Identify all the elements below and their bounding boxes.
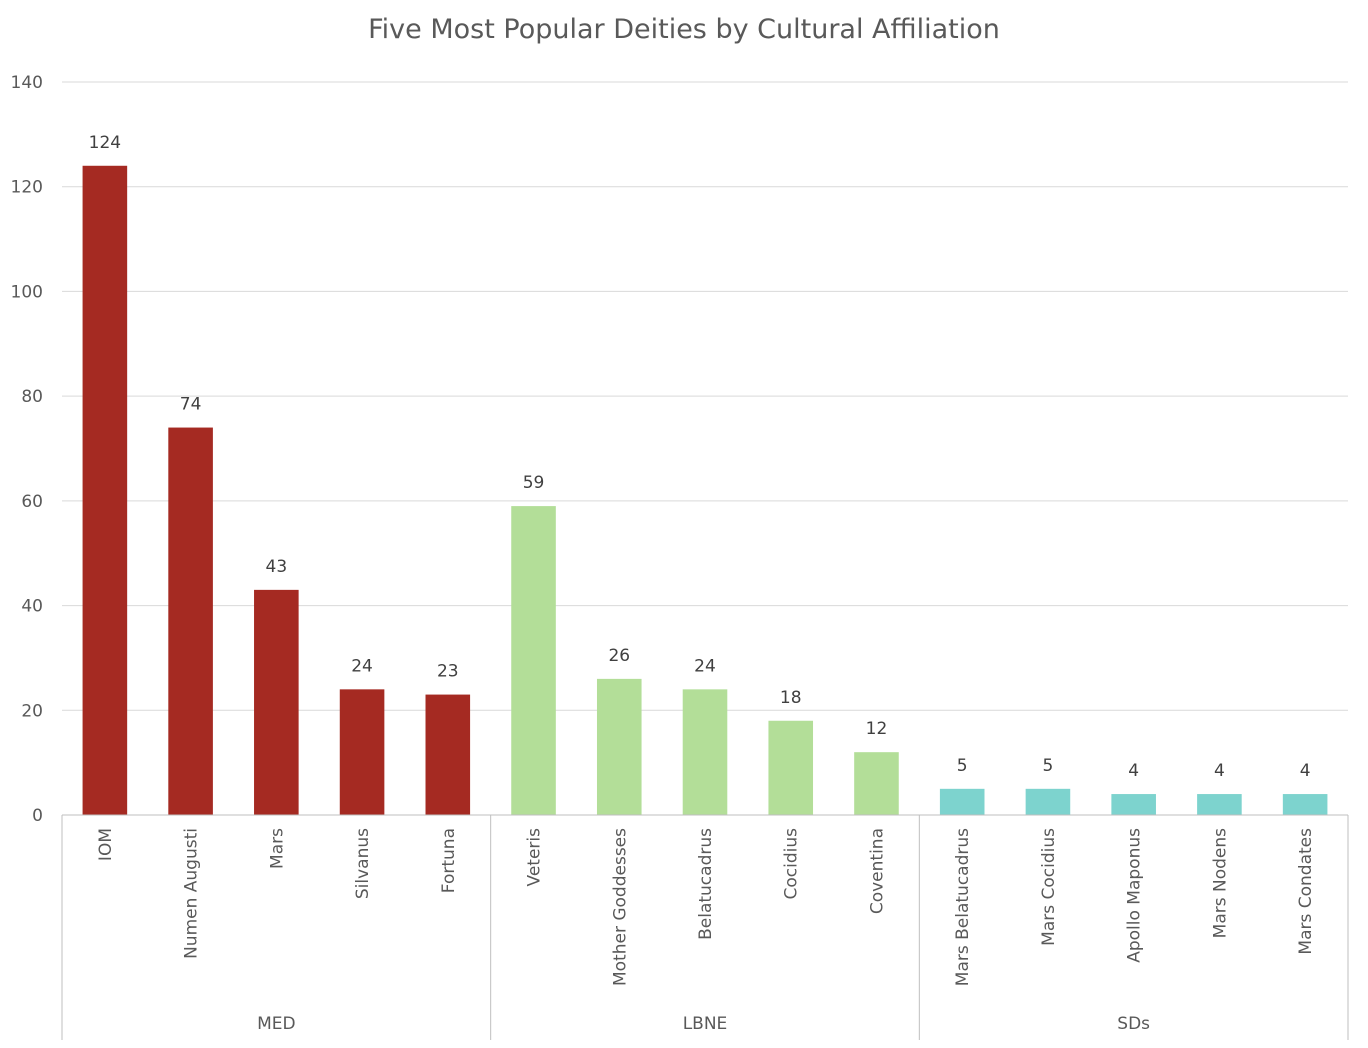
y-tick-label: 40 [21, 597, 43, 617]
category-label: Belatucadrus [696, 828, 716, 940]
y-tick-label: 60 [21, 492, 43, 512]
chart-title: Five Most Popular Deities by Cultural Af… [368, 14, 1000, 45]
bar [82, 165, 128, 815]
bar [768, 720, 814, 815]
y-tick-label: 0 [32, 806, 43, 826]
bar [1282, 794, 1328, 815]
group-label: LBNE [683, 1014, 728, 1034]
data-label: 18 [780, 688, 802, 708]
data-label: 12 [866, 719, 888, 739]
data-label: 5 [957, 756, 968, 776]
bar [254, 589, 299, 815]
category-label: Coventina [867, 828, 887, 914]
category-label: Mars Belatucadrus [953, 828, 973, 986]
data-label: 74 [180, 395, 202, 415]
bar [1111, 794, 1156, 815]
data-label: 59 [523, 473, 545, 493]
data-label: 43 [266, 557, 288, 577]
data-label: 4 [1128, 761, 1139, 781]
bar [511, 506, 556, 815]
data-label: 24 [694, 656, 716, 676]
bar [168, 427, 213, 815]
category-label: Fortuna [439, 828, 459, 893]
y-tick-label: 120 [11, 178, 43, 198]
bar [596, 678, 642, 815]
data-label: 124 [89, 133, 121, 153]
category-label: Numen Augusti [182, 828, 202, 959]
data-label: 5 [1043, 756, 1054, 776]
category-label: Mars [267, 828, 287, 869]
category-label: IOM [96, 828, 116, 861]
bar [1025, 788, 1071, 815]
category-label: Mars Nodens [1210, 828, 1230, 938]
bar [854, 752, 899, 815]
bar [339, 689, 385, 815]
data-label: 4 [1300, 761, 1311, 781]
category-label: Veteris [525, 828, 545, 887]
category-label: Silvanus [353, 828, 373, 899]
data-label: 4 [1214, 761, 1225, 781]
bar [939, 788, 985, 815]
data-label: 24 [351, 656, 373, 676]
category-label: Mother Goddesses [610, 828, 630, 986]
y-tick-label: 100 [11, 282, 43, 302]
bar [1197, 794, 1242, 815]
bar [425, 694, 471, 815]
bar [682, 689, 728, 815]
category-label: Apollo Maponus [1125, 828, 1145, 963]
y-tick-label: 80 [21, 387, 43, 407]
category-label: Mars Cocidius [1039, 828, 1059, 946]
data-label: 26 [608, 646, 630, 666]
group-label: MED [257, 1014, 296, 1034]
y-tick-label: 20 [21, 701, 43, 721]
y-tick-label: 140 [11, 73, 43, 93]
group-label: SDs [1117, 1014, 1150, 1034]
category-label: Mars Condates [1296, 828, 1316, 955]
data-label: 23 [437, 662, 459, 682]
category-label: Cocidius [782, 828, 802, 900]
